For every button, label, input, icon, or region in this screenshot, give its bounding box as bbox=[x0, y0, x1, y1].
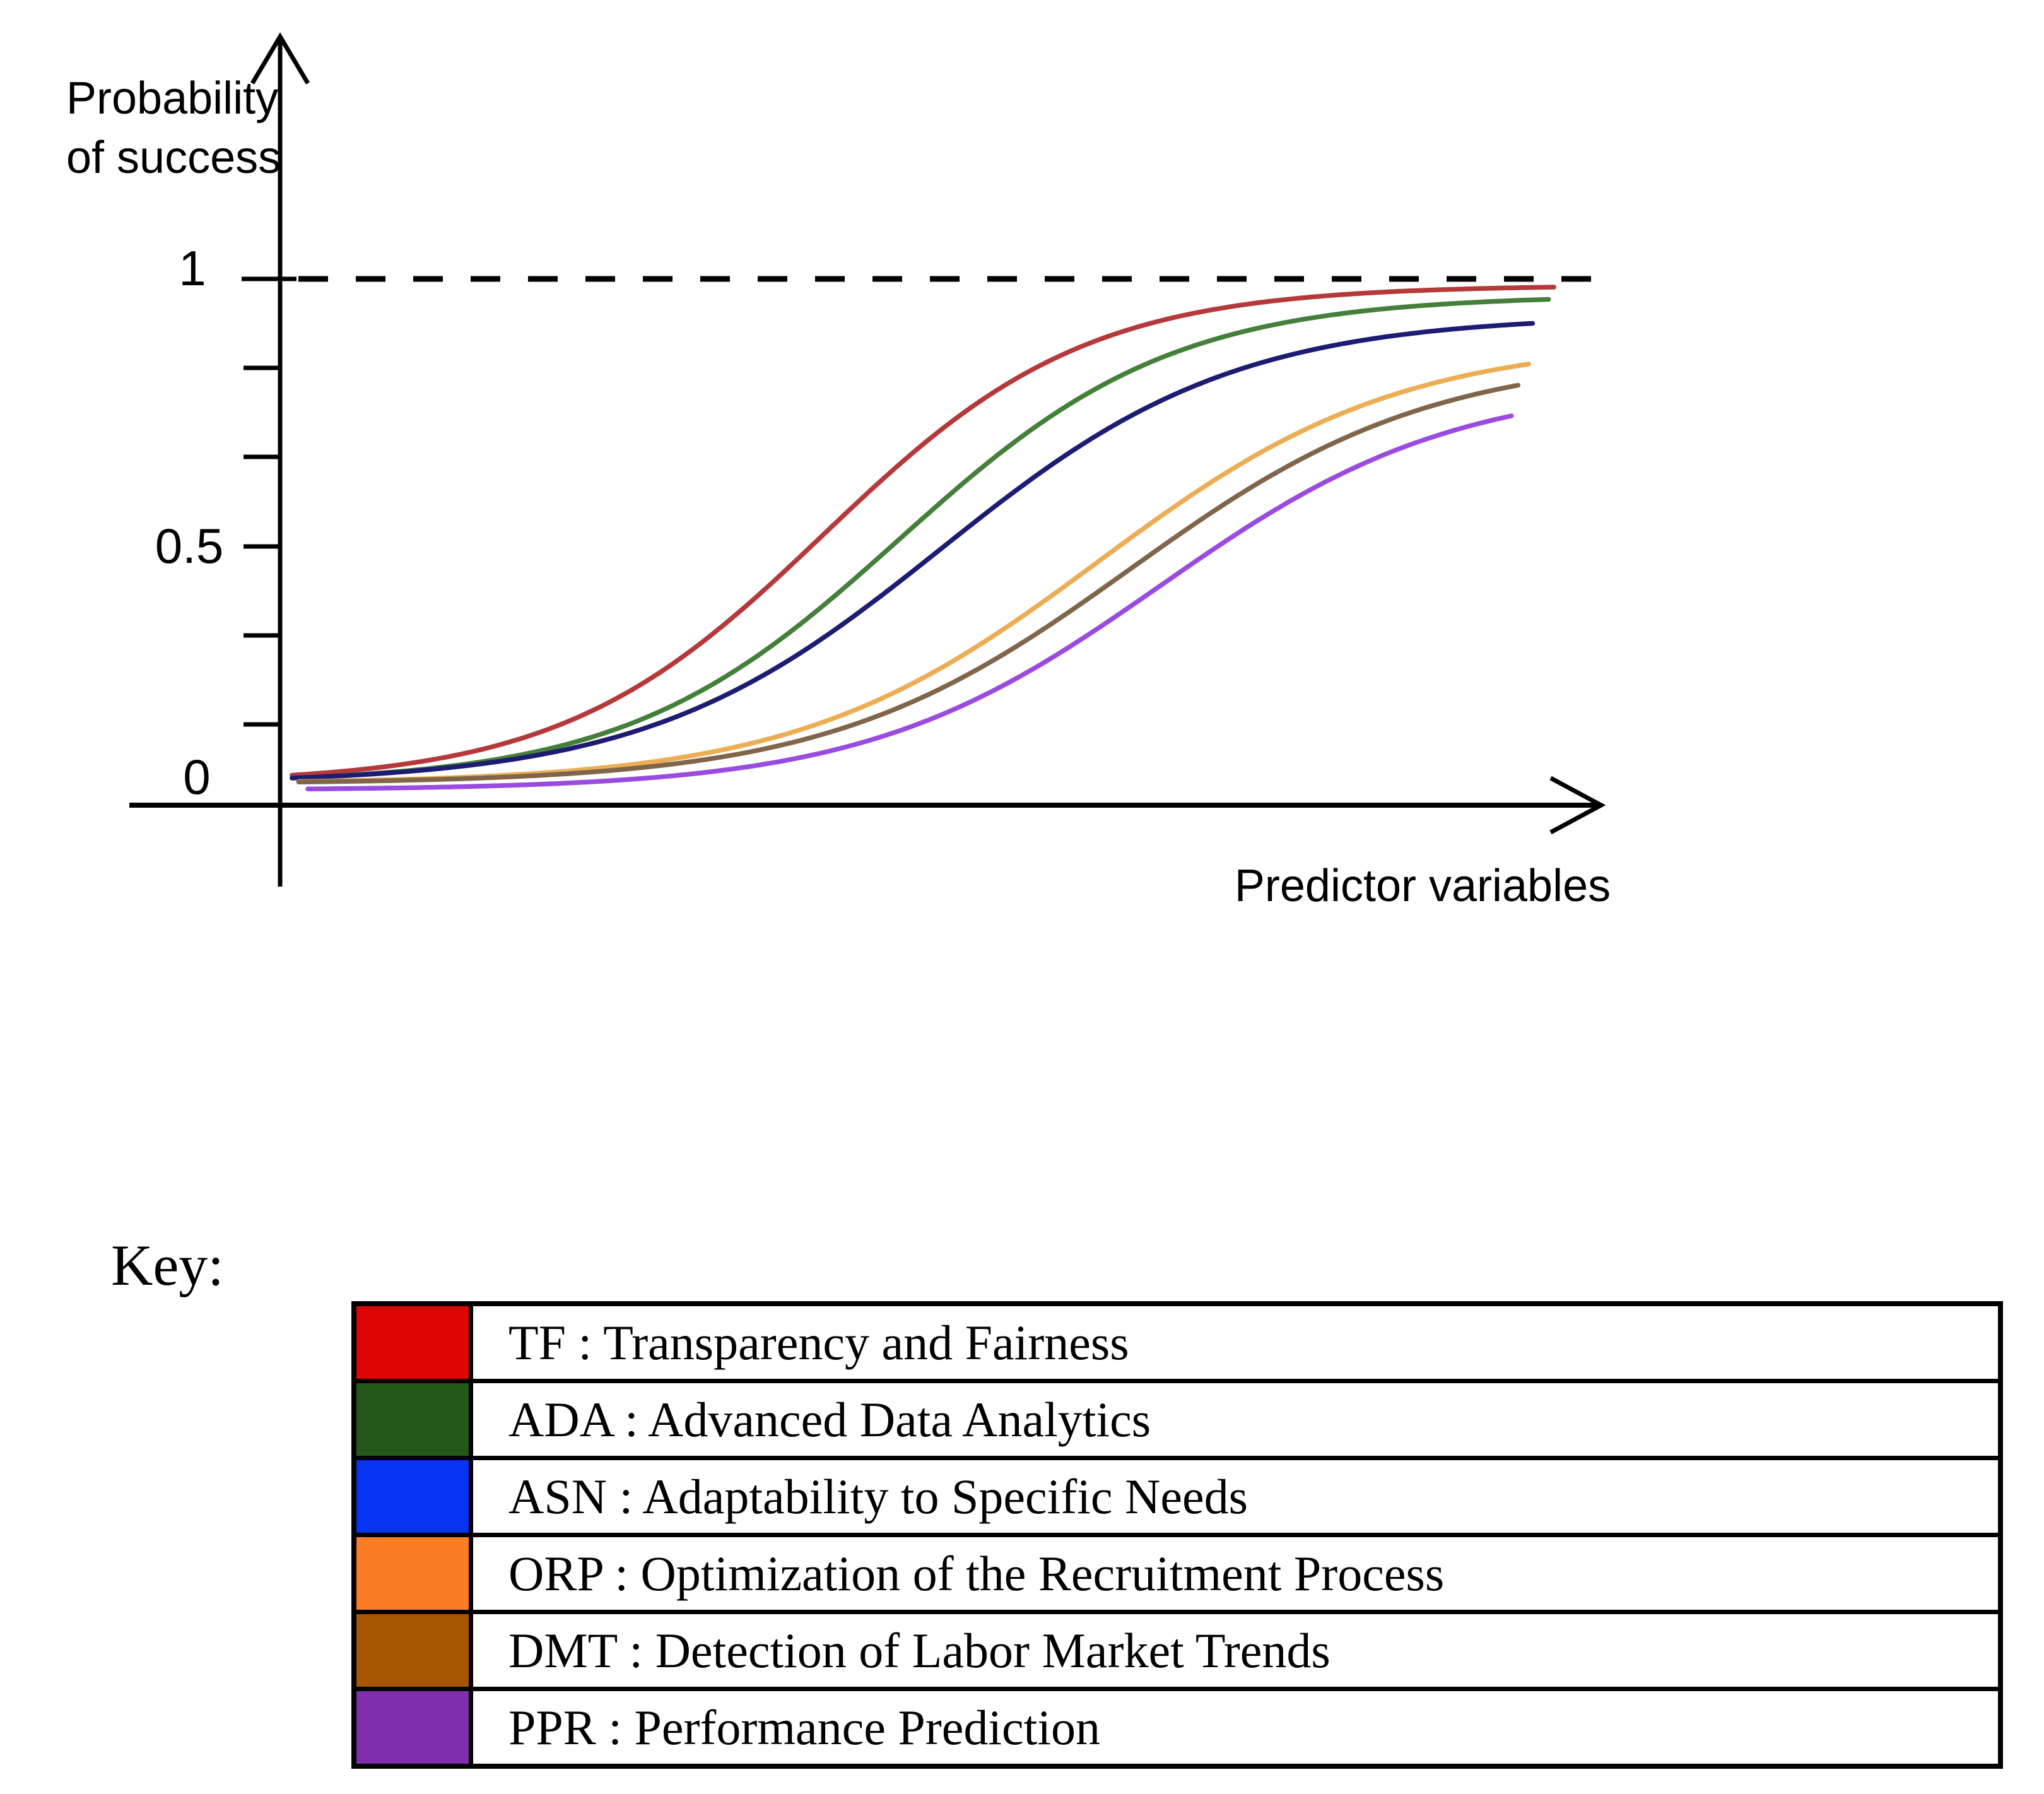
ada-color-swatch bbox=[356, 1383, 473, 1456]
key-row-label: PPR : Performance Prediction bbox=[508, 1699, 1101, 1755]
curve-ppr bbox=[305, 413, 1514, 792]
sigmoid-curves bbox=[290, 285, 1556, 792]
curve-ada bbox=[290, 297, 1551, 781]
key-row-label: DMT : Detection of Labor Market Trends bbox=[508, 1622, 1330, 1678]
key-row-asn: ASN : Adaptability to Specific Needs bbox=[356, 1460, 1998, 1537]
key-row-ada: ADA : Advanced Data Analytics bbox=[356, 1383, 1998, 1460]
y-axis-title-line1: Probability bbox=[66, 73, 278, 124]
tf-color-swatch bbox=[356, 1306, 473, 1379]
y-tick-label-0p5: 0.5 bbox=[155, 518, 223, 574]
key-title: Key: bbox=[111, 1233, 224, 1297]
y-tick-label-0: 0 bbox=[183, 749, 210, 805]
key-row-tf: TF : Transparency and Fairness bbox=[356, 1306, 1998, 1383]
key-row-label: TF : Transparency and Fairness bbox=[508, 1314, 1129, 1370]
y-tick-label-1: 1 bbox=[179, 240, 206, 296]
key-table: TF : Transparency and Fairness ADA : Adv… bbox=[351, 1301, 2003, 1769]
y-axis-arrow-icon bbox=[250, 32, 310, 85]
y-axis-title-line2: of success bbox=[66, 133, 281, 183]
dmt-color-swatch bbox=[356, 1614, 473, 1687]
key-row-dmt: DMT : Detection of Labor Market Trends bbox=[356, 1614, 1998, 1691]
asn-color-swatch bbox=[356, 1460, 473, 1533]
curve-tf bbox=[290, 285, 1556, 778]
ppr-color-swatch bbox=[356, 1691, 473, 1764]
key-row-ppr: PPR : Performance Prediction bbox=[356, 1691, 1998, 1764]
y-axis-ticks bbox=[242, 276, 297, 727]
curve-asn bbox=[290, 321, 1536, 781]
key-row-orp: ORP : Optimization of the Recruitment Pr… bbox=[356, 1537, 1998, 1614]
key-row-label: ADA : Advanced Data Analytics bbox=[508, 1391, 1151, 1447]
key-row-label: ASN : Adaptability to Specific Needs bbox=[508, 1468, 1248, 1524]
x-axis-arrow-icon bbox=[1549, 776, 1606, 835]
curve-dmt bbox=[296, 382, 1521, 785]
logistic-curves-chart: Probability of success 1 0.5 0 Predictor… bbox=[66, 32, 1611, 911]
orp-color-swatch bbox=[356, 1537, 473, 1610]
x-axis-title: Predictor variables bbox=[1235, 861, 1611, 911]
key-row-label: ORP : Optimization of the Recruitment Pr… bbox=[508, 1545, 1445, 1601]
